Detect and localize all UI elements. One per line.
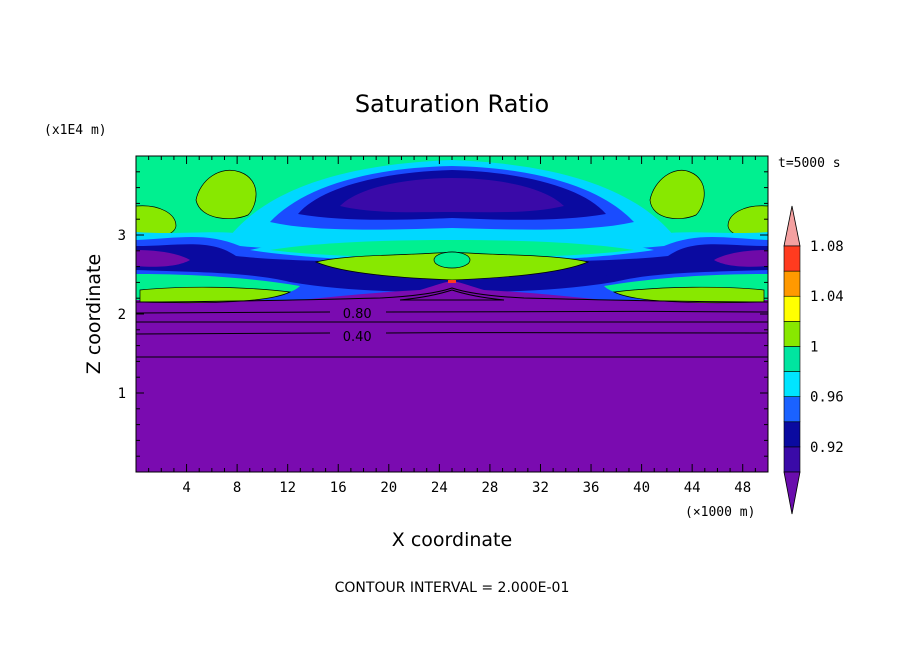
x-tick-label: 48 bbox=[734, 480, 751, 496]
colorbar-segment bbox=[783, 321, 801, 347]
field-green-patch-right bbox=[649, 170, 705, 220]
colorbar-segment bbox=[783, 295, 801, 322]
colorbar-segment bbox=[783, 446, 801, 473]
contour-label: 0.80 bbox=[343, 307, 372, 322]
colorbar-tick-label: 1.04 bbox=[810, 289, 844, 305]
colorbar-segment bbox=[783, 346, 801, 372]
x-tick-label: 12 bbox=[279, 480, 296, 496]
field-band-seafoam bbox=[270, 240, 634, 258]
colorbar-under-triangle bbox=[783, 471, 801, 515]
x-tick-label: 20 bbox=[380, 480, 397, 496]
y-axis-label: Z coordinate bbox=[83, 254, 105, 374]
x-tick-label: 24 bbox=[431, 480, 448, 496]
x-tick-label: 16 bbox=[330, 480, 347, 496]
colorbar-segment bbox=[783, 270, 801, 297]
contour-line-top bbox=[136, 287, 768, 303]
colorbar-segment bbox=[783, 396, 801, 423]
colorbar-over-triangle bbox=[783, 205, 801, 247]
x-tick-label: 36 bbox=[583, 480, 600, 496]
colorbar-tick-label: 1.08 bbox=[810, 239, 844, 255]
colorbar-segment bbox=[783, 245, 801, 272]
x-tick-label: 28 bbox=[481, 480, 498, 496]
y-tick-label: 3 bbox=[118, 228, 126, 244]
contour-line-080 bbox=[136, 310, 768, 314]
contour-line-mound bbox=[399, 289, 505, 301]
x-tick-label: 4 bbox=[182, 480, 190, 496]
x-unit-label: (×1000 m) bbox=[685, 505, 755, 520]
x-tick-label: 32 bbox=[532, 480, 549, 496]
field-red-spot bbox=[448, 280, 456, 283]
colorbar-tick-label: 0.96 bbox=[810, 390, 844, 406]
field-band-lens-core bbox=[433, 251, 471, 269]
field-lower-purple bbox=[136, 300, 768, 472]
time-label: t=5000 s bbox=[778, 156, 841, 171]
field-central-mound bbox=[300, 281, 604, 300]
x-tick-label: 40 bbox=[633, 480, 650, 496]
y-unit-label: (x1E4 m) bbox=[44, 123, 107, 138]
contour-field: 0.80 0.40 bbox=[136, 156, 768, 472]
field-upper-core bbox=[340, 178, 564, 213]
chart-title: Saturation Ratio bbox=[355, 90, 549, 118]
y-tick-label: 2 bbox=[118, 307, 126, 323]
contour-label: 0.40 bbox=[343, 330, 372, 345]
field-green-patch-left bbox=[195, 170, 257, 220]
x-tick-label: 8 bbox=[233, 480, 241, 496]
y-tick-label: 1 bbox=[118, 386, 126, 402]
field-edge-purple-right bbox=[714, 250, 768, 267]
colorbar-segment bbox=[783, 371, 801, 397]
field-lower-lime-left bbox=[139, 286, 292, 304]
field-lower-band-blue bbox=[136, 270, 768, 300]
contour-interval-footer: CONTOUR INTERVAL = 2.000E-01 bbox=[335, 580, 570, 596]
field-edge-purple-left bbox=[136, 250, 190, 267]
x-axis-label: X coordinate bbox=[392, 529, 512, 551]
colorbar-tick-label: 1 bbox=[810, 339, 818, 355]
field-lower-lime-right bbox=[612, 286, 765, 304]
colorbar-segment bbox=[783, 421, 801, 448]
colorbar-tick-label: 0.92 bbox=[810, 440, 844, 456]
colorbar: 0.92 0.96 1 1.04 1.08 bbox=[783, 205, 844, 515]
x-tick-label: 44 bbox=[684, 480, 701, 496]
